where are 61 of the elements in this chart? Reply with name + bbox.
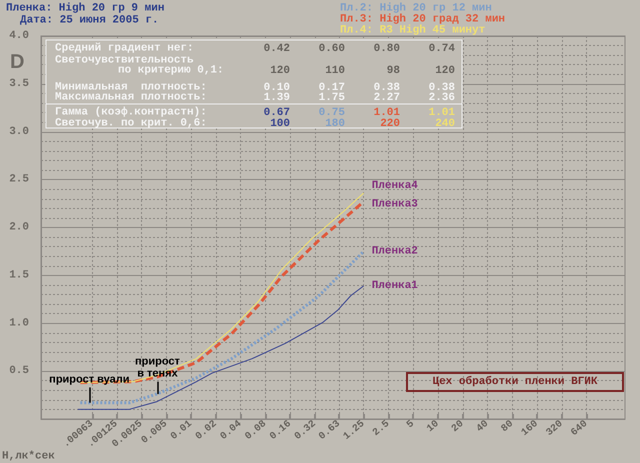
annotation: 240 xyxy=(435,118,455,130)
annotation: 98 xyxy=(386,65,400,77)
annotation: 110 xyxy=(325,65,345,77)
chart-subtitle: Дата: 25 июня 2005 г. xyxy=(20,14,159,26)
chart-title: Пленка: High 20 гр 9 мин xyxy=(6,2,164,14)
text: Пл.2: High 20 гр 12 мин xyxy=(340,2,492,14)
y-tick-label: 2.0 xyxy=(9,222,29,234)
annotation: 120 xyxy=(435,65,455,77)
x-tick-label: 160 xyxy=(520,418,541,439)
annotation: 100 xyxy=(270,118,290,130)
annotation: 0.60 xyxy=(318,43,345,55)
annotation: 0.80 xyxy=(374,43,400,55)
annotation: Средний градиент нег: xyxy=(55,42,194,54)
annotation: 180 xyxy=(325,118,345,130)
annotation: 0.38 xyxy=(374,82,400,94)
caption-box: Цех обработки пленки ВГИК xyxy=(406,372,624,392)
annotation: Гамма (коэф.контрастн): xyxy=(55,106,207,118)
y-tick-label: 3.5 xyxy=(9,78,30,90)
annotation: 1.01 xyxy=(374,107,400,119)
annotation: 0.67 xyxy=(264,107,290,119)
x-tick-label: 40 xyxy=(474,418,492,435)
series-label: Пленка1 xyxy=(372,280,418,292)
x-tick-label: 320 xyxy=(544,418,566,439)
annotation: 0.38 xyxy=(428,82,456,94)
y-tick-label: 4.0 xyxy=(9,30,29,42)
series-label: Пленка4 xyxy=(372,180,418,192)
y-tick-label: 1.5 xyxy=(9,269,30,282)
annotation: Пл.4: R3 High 45 минут xyxy=(340,24,486,36)
annotation: 0.74 xyxy=(428,43,456,55)
annotation: Максимальная плотность: xyxy=(55,92,207,104)
annotation: 0.42 xyxy=(264,43,290,55)
annotation: Светочув. по крит. 0,6: xyxy=(55,118,207,130)
annotation: 0.75 xyxy=(318,107,346,119)
annotation: 1.01 xyxy=(428,107,456,119)
x-tick-label: 80 xyxy=(500,418,516,435)
annotation: Светочувствительность xyxy=(55,54,194,66)
text: Пл.3: High 20 град 32 мин xyxy=(340,14,506,26)
series-label: Пленка2 xyxy=(372,245,418,258)
annotation: 2.27 xyxy=(374,92,400,104)
annotation: прирост вуали xyxy=(49,373,130,386)
annotation: 120 xyxy=(270,65,290,77)
y-axis-title: D xyxy=(10,51,24,73)
x-tick-label: 5 xyxy=(405,418,417,432)
y-tick-label: 3.0 xyxy=(9,126,29,138)
annotation: 1.75 xyxy=(318,92,346,104)
x-tick-label: 2.5 xyxy=(371,418,392,439)
x-axis-title: Н,лк*сек xyxy=(2,450,56,462)
y-tick-label: 0.5 xyxy=(9,365,30,378)
annotation: 0.17 xyxy=(318,82,345,94)
annotation: 1.39 xyxy=(264,92,290,104)
y-tick-label: 1.0 xyxy=(9,317,29,330)
annotation: Минимальная плотность: xyxy=(55,82,207,94)
x-tick-label: 640 xyxy=(569,418,590,439)
annotation: 220 xyxy=(380,118,400,130)
y-tick-label: 2.5 xyxy=(9,174,30,186)
annotation: 2.36 xyxy=(428,92,455,104)
annotation: по критерию 0,1: xyxy=(118,64,224,76)
series-label: Пленка3 xyxy=(372,198,418,211)
x-tick-label: 20 xyxy=(450,418,466,435)
annotation: 0.10 xyxy=(264,82,290,94)
x-tick-label: 10 xyxy=(425,418,442,435)
